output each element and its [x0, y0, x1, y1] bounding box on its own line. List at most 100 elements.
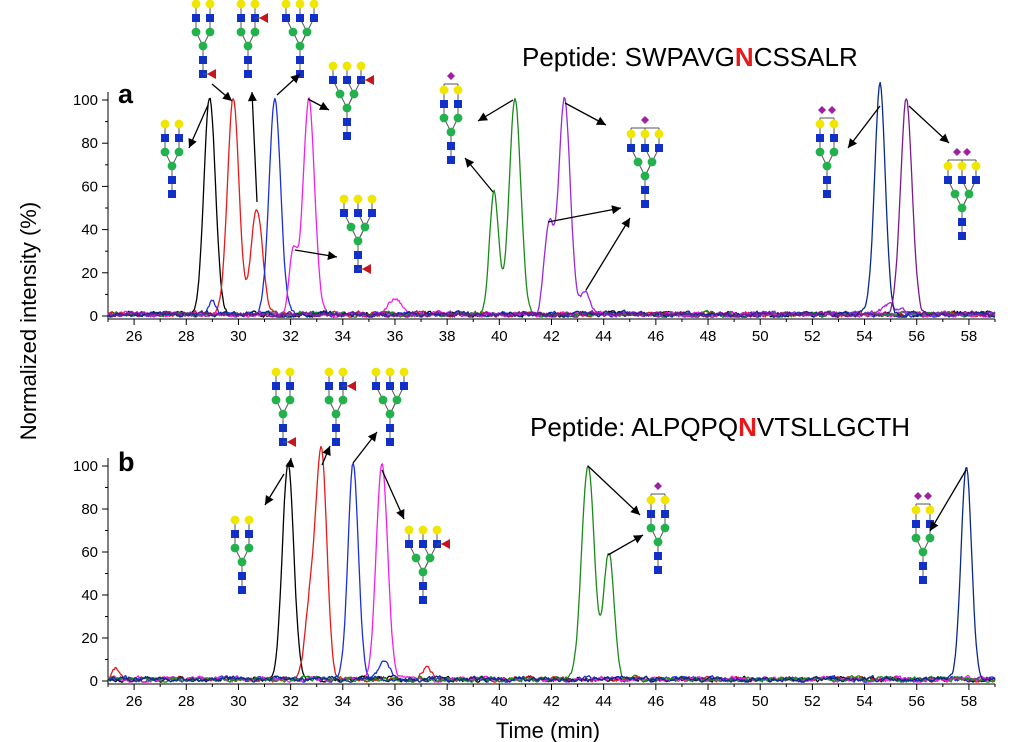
panel-b-x-tick-label: 36	[387, 693, 404, 710]
panel-a-x-tick-label: 46	[648, 328, 665, 345]
panel-a-x-tick-label: 58	[961, 328, 978, 345]
glcnac-square-icon	[244, 56, 252, 64]
galactose-circle-icon	[371, 367, 381, 377]
sialic-acid-diamond-icon	[914, 492, 922, 500]
mannose-circle-icon	[418, 567, 428, 577]
mannose-circle-icon	[324, 395, 334, 405]
panel-a-x-tick-label: 28	[178, 328, 195, 345]
panel-a-label: a	[118, 79, 134, 109]
fucose-triangle-icon	[365, 75, 374, 85]
panel-a-y-tick-label: 60	[81, 178, 98, 195]
galactose-circle-icon	[453, 85, 463, 95]
mannose-circle-icon	[647, 157, 657, 167]
panel-b-y-tick-label: 60	[81, 544, 98, 561]
panel-b-glycan-annotations	[230, 367, 967, 604]
mannose-circle-icon	[439, 113, 449, 123]
galactose-circle-icon	[829, 119, 839, 129]
annotation-arrow	[477, 99, 514, 122]
glcnac-square-icon	[641, 200, 649, 208]
glcnac-square-icon	[386, 424, 394, 432]
panel-b-x-tick-label: 46	[648, 693, 665, 710]
glcnac-square-icon	[926, 520, 934, 528]
mannose-circle-icon	[385, 409, 395, 419]
glcnac-square-icon	[823, 190, 831, 198]
glcnac-square-icon	[231, 530, 239, 538]
panel-b-x-tick-label: 38	[439, 693, 456, 710]
trace-a-navy	[107, 81, 996, 318]
panel-b-x-tick-label: 30	[230, 693, 247, 710]
glcnac-square-icon	[354, 251, 362, 259]
panel-a-x-tick-label: 38	[439, 328, 456, 345]
glcnac-square-icon	[244, 70, 252, 78]
mannose-circle-icon	[911, 533, 921, 543]
glcnac-square-icon	[192, 14, 200, 22]
fucose-triangle-icon	[347, 381, 356, 391]
glcnac-square-icon	[343, 118, 351, 126]
mannose-circle-icon	[331, 409, 341, 419]
panel-b-traces	[107, 445, 996, 683]
annotation-arrow	[585, 217, 631, 291]
glcnac-square-icon	[944, 176, 952, 184]
galactose-circle-icon	[911, 505, 921, 515]
sialic-acid-diamond-icon	[953, 148, 961, 156]
panel-a-x-tick-label: 44	[595, 328, 612, 345]
glcnac-square-icon	[372, 382, 380, 390]
galactose-circle-icon	[399, 367, 409, 377]
galactose-circle-icon	[943, 161, 953, 171]
mannose-circle-icon	[198, 41, 208, 51]
glycan-structure-icon	[339, 194, 377, 274]
fucose-triangle-icon	[441, 539, 450, 549]
mannose-circle-icon	[918, 547, 928, 557]
glycan-structure-icon	[328, 61, 374, 140]
mannose-circle-icon	[360, 222, 370, 232]
panel-b-label: b	[118, 447, 135, 477]
glcnac-square-icon	[912, 520, 920, 528]
glcnac-square-icon	[168, 176, 176, 184]
panel-a-axes: 26 28 30 32 34 36 38 40 42 44 46 48 50 52 54 56 58 0 20 40 6…	[73, 92, 996, 345]
panel-b-glycosite: N	[738, 412, 757, 442]
mannose-circle-icon	[237, 557, 247, 567]
mannose-circle-icon	[453, 113, 463, 123]
glcnac-square-icon	[447, 156, 455, 164]
panel-b-peptide: Peptide: ALPQPQNVTSLLGCTH	[530, 412, 910, 442]
glcnac-square-icon	[958, 176, 966, 184]
glycan-structure-icon	[271, 367, 296, 447]
glcnac-square-icon	[641, 144, 649, 152]
annotation-arrow	[264, 473, 285, 506]
fucose-triangle-icon	[287, 437, 296, 447]
glycan-structure-icon	[371, 367, 409, 446]
galactose-circle-icon	[385, 367, 395, 377]
annotation-arrow	[929, 469, 967, 532]
panel-a-y-tick-label: 0	[90, 308, 98, 325]
glcnac-square-icon	[368, 209, 376, 217]
panel-b-x-tick-label: 26	[126, 693, 143, 710]
glcnac-square-icon	[419, 540, 427, 548]
panel-a-x-tick-label: 34	[334, 328, 351, 345]
glcnac-square-icon	[655, 144, 663, 152]
panel-b-x-tick-label: 58	[961, 693, 978, 710]
glcnac-square-icon	[654, 552, 662, 560]
glcnac-square-icon	[279, 424, 287, 432]
mannose-circle-icon	[285, 395, 295, 405]
panel-a-x-tick-label: 50	[752, 328, 769, 345]
panel-a-x-tick-label: 36	[387, 328, 404, 345]
mannose-circle-icon	[302, 27, 312, 37]
galactose-circle-icon	[328, 61, 338, 71]
panel-a-x-tick-label: 32	[282, 328, 299, 345]
mannose-circle-icon	[191, 27, 201, 37]
panel-a-x-tick-label: 54	[856, 328, 873, 345]
panel-b-x-tick-label: 48	[700, 693, 717, 710]
mannose-circle-icon	[349, 89, 359, 99]
glcnac-square-icon	[340, 209, 348, 217]
panel-a-x-tick-label: 30	[230, 328, 247, 345]
glcnac-square-icon	[310, 14, 318, 22]
galactose-circle-icon	[338, 367, 348, 377]
mannose-circle-icon	[392, 395, 402, 405]
glcnac-square-icon	[272, 382, 280, 390]
x-axis-title: Time (min)	[496, 718, 600, 742]
mannose-circle-icon	[964, 189, 974, 199]
trace-a-violet	[107, 98, 996, 318]
galactose-circle-icon	[324, 367, 334, 377]
glycan-structure-icon	[324, 367, 356, 446]
mannose-circle-icon	[230, 543, 240, 553]
